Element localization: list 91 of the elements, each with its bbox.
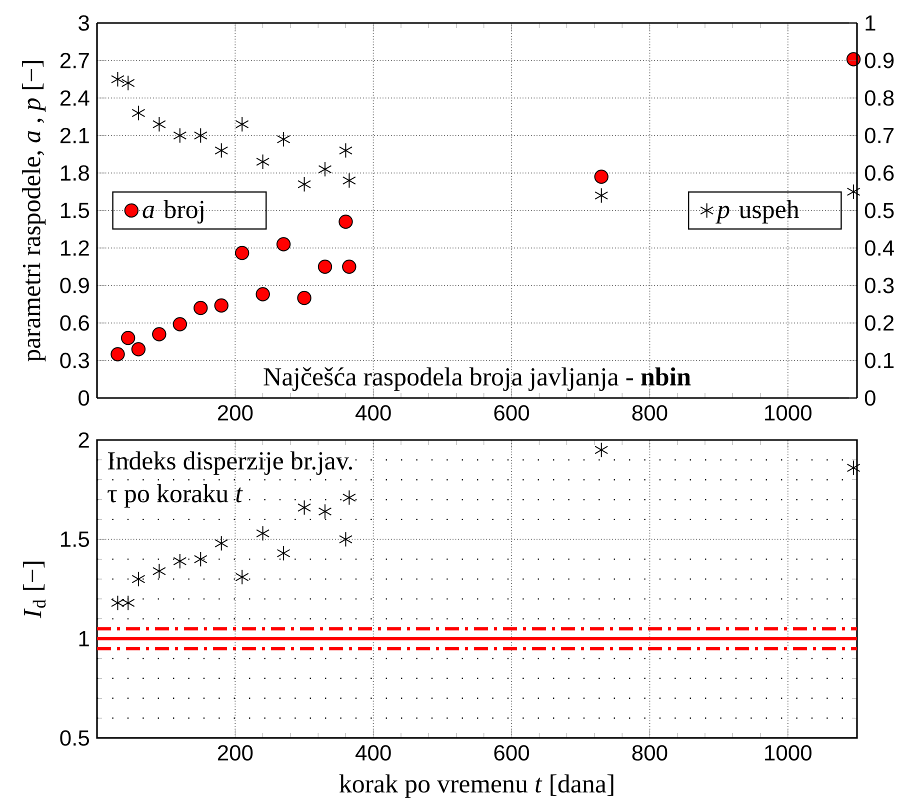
x-tick-label: 1000 xyxy=(765,405,812,421)
point xyxy=(318,504,332,520)
point xyxy=(594,442,608,458)
y-tick-label: 0.5 xyxy=(60,730,89,746)
point xyxy=(846,184,860,200)
x-tick-label: 200 xyxy=(218,405,253,421)
x-tick-label: 200 xyxy=(218,745,253,761)
annotation: τ po koraku t xyxy=(108,484,243,508)
point xyxy=(256,526,270,542)
x-axis-title: korak po vremenu t [dana] xyxy=(339,774,614,798)
y-tick-label: 1.8 xyxy=(61,165,89,181)
point xyxy=(194,300,208,316)
x-tick-label: 400 xyxy=(356,745,391,761)
y-tick-label: 0 xyxy=(78,390,90,406)
y-tick-label: 0.9 xyxy=(60,278,89,294)
point xyxy=(234,246,250,260)
point xyxy=(121,595,135,611)
y-tick-label: 1.5 xyxy=(61,532,89,547)
y-tick-label: 1.5 xyxy=(61,202,89,218)
legend-label: p uspeh xyxy=(716,200,800,224)
point xyxy=(214,142,228,158)
point xyxy=(298,500,312,516)
point xyxy=(172,317,188,332)
point xyxy=(276,132,290,147)
x-tick-label: 800 xyxy=(632,405,668,421)
y2-tick-label: 0.6 xyxy=(864,165,894,181)
y2-tick-label: 0.7 xyxy=(864,128,894,144)
point xyxy=(235,569,249,585)
point xyxy=(173,128,187,144)
point xyxy=(110,347,125,362)
point xyxy=(298,176,312,192)
y2-tick-label: 0.2 xyxy=(864,315,894,331)
y-tick-label: 0.6 xyxy=(60,315,89,331)
point xyxy=(318,260,332,274)
point xyxy=(256,154,270,170)
x-tick-label: 800 xyxy=(632,745,668,761)
point xyxy=(152,563,166,579)
point xyxy=(846,460,860,476)
y-tick-label: 2.4 xyxy=(60,90,90,106)
y-tick-label: 2.1 xyxy=(60,128,89,144)
y2-tick-label: 0.9 xyxy=(864,52,894,68)
y2-tick-label: 0.3 xyxy=(864,278,894,294)
point xyxy=(276,546,290,561)
point xyxy=(173,553,187,569)
point xyxy=(132,571,146,587)
y2-tick-label: 0.1 xyxy=(864,352,894,368)
point xyxy=(121,75,135,91)
point xyxy=(120,330,136,346)
point xyxy=(235,116,249,132)
point xyxy=(338,142,352,158)
point xyxy=(194,551,208,567)
y-tick-label: 1 xyxy=(79,631,89,646)
y-tick-label: 2.7 xyxy=(60,52,89,68)
point xyxy=(342,490,356,506)
point xyxy=(256,287,270,302)
y-axis-title: parametri raspodele, a , p [−] xyxy=(22,61,46,362)
x-tick-label: 400 xyxy=(356,405,391,421)
legend-label: a broj xyxy=(142,200,204,224)
point xyxy=(194,128,208,144)
y2-tick-label: 0 xyxy=(864,390,876,406)
y-tick-label: 3 xyxy=(78,15,89,31)
x-tick-label: 600 xyxy=(494,745,530,761)
y2-tick-label: 0.8 xyxy=(864,90,894,106)
point xyxy=(214,298,228,313)
x-tick-label: 600 xyxy=(494,405,530,421)
point xyxy=(152,327,166,342)
point xyxy=(342,260,356,274)
annotation: Indeks disperzije br.jav. xyxy=(108,451,352,475)
x-tick-label: 1000 xyxy=(765,745,812,761)
y2-tick-label: 1 xyxy=(866,15,876,31)
point xyxy=(297,290,312,306)
point xyxy=(131,342,146,356)
point xyxy=(132,105,146,121)
y-tick-label: 1.2 xyxy=(61,240,89,256)
point xyxy=(594,188,608,204)
point xyxy=(214,536,228,551)
point xyxy=(110,72,124,87)
y-axis-title: I$_{d}$ [−] xyxy=(23,562,46,618)
y2-tick-label: 0.4 xyxy=(864,240,894,256)
point xyxy=(318,162,332,177)
y-tick-label: 2 xyxy=(78,432,89,448)
annotation: Najčešća raspodela broja javljanja - nbin xyxy=(264,367,691,391)
point xyxy=(342,172,356,188)
point xyxy=(152,116,166,132)
point xyxy=(110,595,124,611)
point xyxy=(594,170,608,184)
point xyxy=(338,214,353,229)
point xyxy=(276,237,291,252)
point xyxy=(338,532,352,548)
y-tick-label: 0.3 xyxy=(60,352,89,368)
y2-tick-label: 0.5 xyxy=(864,202,894,218)
